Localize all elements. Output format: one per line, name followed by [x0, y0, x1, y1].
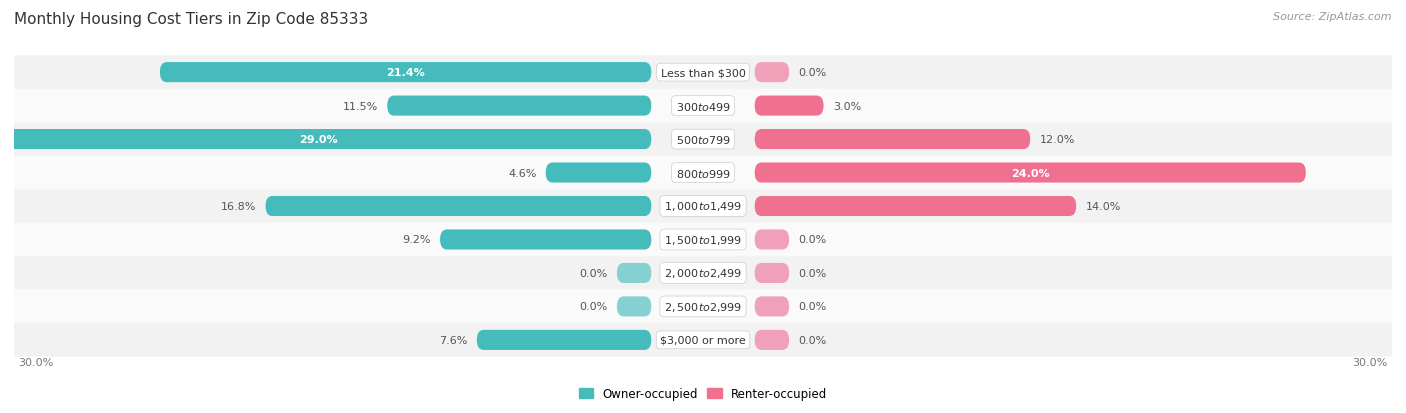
Text: $500 to $799: $500 to $799 [675, 134, 731, 146]
FancyBboxPatch shape [266, 197, 651, 216]
FancyBboxPatch shape [755, 163, 1306, 183]
FancyBboxPatch shape [477, 330, 651, 350]
FancyBboxPatch shape [755, 263, 789, 283]
Text: Less than $300: Less than $300 [661, 68, 745, 78]
Text: 0.0%: 0.0% [579, 301, 607, 312]
FancyBboxPatch shape [755, 330, 789, 350]
Legend: Owner-occupied, Renter-occupied: Owner-occupied, Renter-occupied [574, 382, 832, 405]
Text: Source: ZipAtlas.com: Source: ZipAtlas.com [1274, 12, 1392, 22]
FancyBboxPatch shape [14, 323, 1392, 357]
FancyBboxPatch shape [755, 130, 1031, 150]
FancyBboxPatch shape [387, 96, 651, 116]
Text: 12.0%: 12.0% [1039, 135, 1074, 145]
Text: Monthly Housing Cost Tiers in Zip Code 85333: Monthly Housing Cost Tiers in Zip Code 8… [14, 12, 368, 27]
FancyBboxPatch shape [14, 56, 1392, 90]
FancyBboxPatch shape [14, 256, 1392, 290]
FancyBboxPatch shape [755, 63, 789, 83]
Text: 29.0%: 29.0% [299, 135, 337, 145]
FancyBboxPatch shape [160, 63, 651, 83]
FancyBboxPatch shape [14, 290, 1392, 323]
Text: 0.0%: 0.0% [799, 268, 827, 278]
FancyBboxPatch shape [546, 163, 651, 183]
Text: 4.6%: 4.6% [508, 168, 537, 178]
FancyBboxPatch shape [0, 130, 651, 150]
Text: 9.2%: 9.2% [402, 235, 430, 245]
FancyBboxPatch shape [755, 230, 789, 250]
Text: $300 to $499: $300 to $499 [675, 100, 731, 112]
FancyBboxPatch shape [755, 96, 824, 116]
FancyBboxPatch shape [755, 297, 789, 317]
Text: $2,000 to $2,499: $2,000 to $2,499 [664, 267, 742, 280]
Text: 0.0%: 0.0% [799, 335, 827, 345]
Text: 30.0%: 30.0% [1353, 357, 1388, 367]
Text: 0.0%: 0.0% [579, 268, 607, 278]
Text: 21.4%: 21.4% [387, 68, 425, 78]
Text: 16.8%: 16.8% [221, 202, 256, 211]
Text: 24.0%: 24.0% [1011, 168, 1049, 178]
Text: $1,000 to $1,499: $1,000 to $1,499 [664, 200, 742, 213]
FancyBboxPatch shape [440, 230, 651, 250]
FancyBboxPatch shape [755, 197, 1076, 216]
FancyBboxPatch shape [14, 90, 1392, 123]
Text: $2,500 to $2,999: $2,500 to $2,999 [664, 300, 742, 313]
Text: 0.0%: 0.0% [799, 68, 827, 78]
Text: 14.0%: 14.0% [1085, 202, 1121, 211]
Text: $3,000 or more: $3,000 or more [661, 335, 745, 345]
Text: 30.0%: 30.0% [18, 357, 53, 367]
FancyBboxPatch shape [14, 123, 1392, 157]
FancyBboxPatch shape [14, 223, 1392, 256]
Text: 7.6%: 7.6% [439, 335, 468, 345]
FancyBboxPatch shape [14, 157, 1392, 190]
Text: 3.0%: 3.0% [832, 101, 860, 112]
Text: 0.0%: 0.0% [799, 235, 827, 245]
Text: 0.0%: 0.0% [799, 301, 827, 312]
Text: $1,500 to $1,999: $1,500 to $1,999 [664, 233, 742, 247]
Text: 11.5%: 11.5% [343, 101, 378, 112]
FancyBboxPatch shape [14, 190, 1392, 223]
FancyBboxPatch shape [617, 263, 651, 283]
Text: $800 to $999: $800 to $999 [675, 167, 731, 179]
FancyBboxPatch shape [617, 297, 651, 317]
